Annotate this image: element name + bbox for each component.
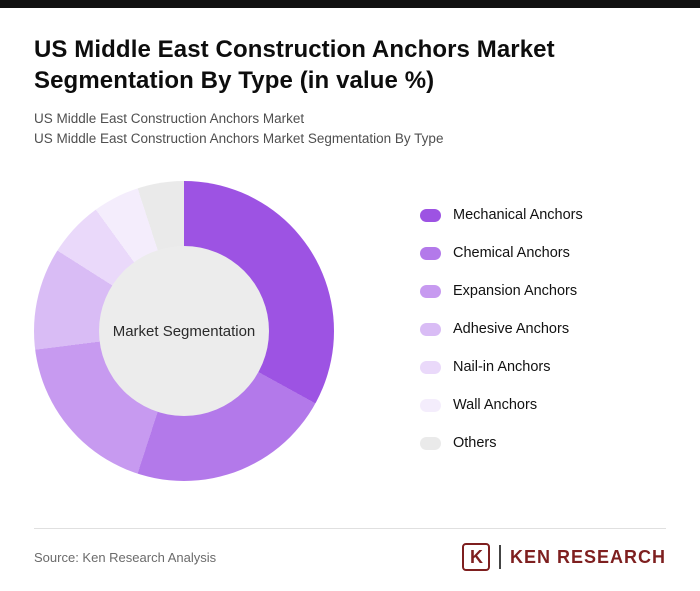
subtitle-line-1: US Middle East Construction Anchors Mark…	[34, 111, 305, 126]
legend-item: Expansion Anchors	[420, 279, 583, 303]
legend-item: Wall Anchors	[420, 393, 583, 417]
chart-area: Market Segmentation Mechanical Anchors Ch…	[34, 181, 666, 481]
legend-item: Chemical Anchors	[420, 241, 583, 265]
legend-label: Expansion Anchors	[453, 283, 578, 299]
legend-swatch	[420, 208, 441, 222]
legend-item: Adhesive Anchors	[420, 317, 583, 341]
logo-k-icon: K	[462, 543, 491, 571]
footer: Source: Ken Research Analysis K KEN RESE…	[34, 528, 666, 571]
donut-chart-wrap: Market Segmentation	[34, 181, 334, 481]
logo-divider	[499, 545, 501, 569]
legend-item: Mechanical Anchors	[420, 203, 583, 227]
legend-swatch	[420, 436, 441, 450]
legend-label: Chemical Anchors	[453, 245, 570, 261]
legend-swatch	[420, 284, 441, 298]
top-accent-bar	[0, 0, 700, 8]
subtitle-line-2: US Middle East Construction Anchors Mark…	[34, 131, 444, 146]
chart-center-label: Market Segmentation	[112, 322, 256, 340]
legend-label: Others	[453, 435, 497, 451]
legend-label: Nail-in Anchors	[453, 359, 551, 375]
legend-label: Mechanical Anchors	[453, 207, 583, 223]
legend-item: Others	[420, 431, 583, 455]
legend-label: Adhesive Anchors	[453, 321, 570, 337]
page: US Middle East Construction Anchors Mark…	[0, 34, 700, 481]
legend-swatch	[420, 322, 441, 336]
ken-research-logo: K KEN RESEARCH	[462, 543, 666, 571]
legend-swatch	[420, 360, 441, 374]
legend-swatch	[420, 398, 441, 412]
breadcrumb: US Middle East Construction Anchors Mark…	[34, 109, 666, 149]
donut-hole: Market Segmentation	[99, 246, 269, 416]
logo-letter: K	[469, 546, 483, 567]
page-title: US Middle East Construction Anchors Mark…	[34, 36, 555, 94]
logo-text: KEN RESEARCH	[509, 546, 666, 567]
legend-label: Wall Anchors	[453, 397, 538, 413]
source-text: Source: Ken Research Analysis	[34, 549, 217, 565]
legend: Mechanical Anchors Chemical Anchors Expans…	[420, 181, 583, 469]
legend-swatch	[420, 246, 441, 260]
legend-item: Nail-in Anchors	[420, 355, 583, 379]
